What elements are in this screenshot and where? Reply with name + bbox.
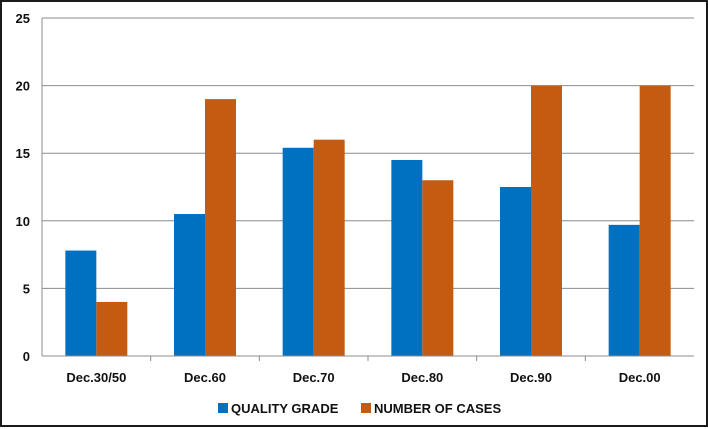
- y-tick-label: 15: [16, 146, 30, 161]
- bar-quality-grade: [608, 224, 640, 356]
- axes: [41, 18, 694, 361]
- bar-number-of-cases: [205, 99, 236, 357]
- gridlines: [42, 17, 694, 289]
- legend-label: NUMBER OF CASES: [374, 401, 501, 416]
- y-tick-labels: 0 5 10 15 20 25: [16, 11, 30, 364]
- y-tick-label: 5: [23, 281, 30, 296]
- y-tick-label: 10: [16, 214, 30, 229]
- bar-number-of-cases: [531, 85, 562, 356]
- bar-number-of-cases: [639, 85, 671, 356]
- bar-quality-grade: [282, 147, 314, 356]
- legend-swatch: [361, 403, 371, 413]
- x-tick-label: Dec.00: [619, 370, 661, 385]
- legend-swatch: [218, 403, 228, 413]
- x-tick-label: Dec.60: [184, 370, 226, 385]
- bar-quality-grade: [65, 250, 97, 356]
- bar-number-of-cases: [313, 139, 345, 356]
- y-tick-label: 25: [16, 11, 30, 26]
- x-tick-label: Dec.90: [510, 370, 552, 385]
- x-tick-label: Dec.80: [401, 370, 443, 385]
- bar-quality-grade: [500, 187, 531, 356]
- y-tick-label: 20: [16, 79, 30, 94]
- bar-quality-grade: [174, 214, 205, 356]
- bar-quality-grade: [391, 159, 423, 356]
- bar-number-of-cases: [96, 301, 128, 356]
- bars: [65, 85, 671, 357]
- legend: QUALITY GRADE NUMBER OF CASES: [218, 401, 501, 416]
- x-tick-label: Dec.70: [293, 370, 335, 385]
- bar-number-of-cases: [422, 180, 454, 356]
- x-tick-labels: Dec.30/50 Dec.60 Dec.70 Dec.80 Dec.90 Dec.00: [66, 370, 660, 385]
- x-tick-label: Dec.30/50: [66, 370, 126, 385]
- legend-label: QUALITY GRADE: [231, 401, 339, 416]
- y-tick-label: 0: [23, 349, 30, 364]
